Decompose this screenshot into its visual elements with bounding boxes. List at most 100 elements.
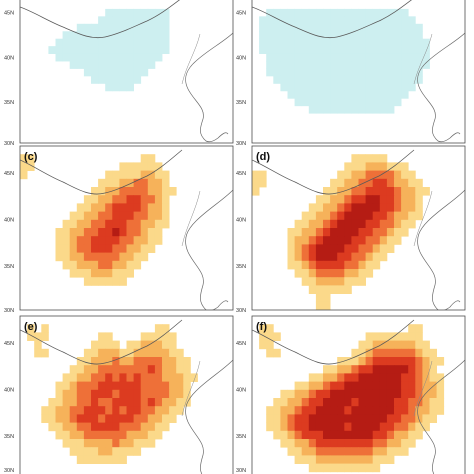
field-cell [315,269,324,278]
field-cell [408,373,416,382]
field-cell [358,90,366,99]
field-cell [372,211,381,221]
field-cell [323,211,331,221]
field-cell [83,398,92,407]
field-cell [330,8,338,17]
field-cell [147,332,156,341]
field-cell [315,211,324,221]
panel-label-d: (d) [256,151,270,163]
field-cell [344,38,352,47]
field-cell [287,244,295,253]
field-cell [337,430,345,440]
field-cell [323,455,331,464]
field-cell [34,340,42,350]
field-cell [330,178,338,188]
field-cell [112,16,120,25]
field-cell [358,16,366,25]
field-cell [98,75,106,84]
field-cell [323,389,331,399]
field-cell [259,332,267,341]
field-cell [344,8,352,17]
field-cell [394,348,402,358]
coastline-c [185,189,233,310]
field-cell [365,439,374,448]
field-cell [91,414,99,423]
field-cell [323,430,331,440]
field-cell [83,236,92,245]
field-cell [55,228,63,237]
field-cell [351,219,359,229]
field-cell [351,389,359,399]
field-cell [154,236,163,245]
field-cell [105,348,113,358]
field-cell [62,414,71,423]
field-cell [372,61,381,69]
field-cell [252,187,260,196]
field-cell [48,422,56,432]
field-cell [126,236,134,245]
field-cell [372,46,381,54]
field-cell [259,178,267,188]
field-cell [344,244,352,253]
field-cell [162,38,170,47]
field-cell [365,430,374,440]
field-cell [365,8,374,17]
field-cell [422,38,430,47]
field-cell [337,269,345,278]
field-cell [98,16,106,25]
field-cell [133,252,142,262]
field-cell [294,236,303,245]
field-cell [62,53,71,62]
field-cell [344,195,352,204]
field-cell [301,46,310,54]
field-grid-a [48,8,170,92]
field-cell [112,46,120,54]
field-cell [330,389,338,399]
field-cell [379,178,388,188]
field-cell [20,154,28,163]
field-cell [408,31,416,40]
field-cell [344,170,352,180]
field-cell [48,398,56,407]
field-cell [372,422,381,432]
field-cell [154,23,163,32]
field-cell [83,228,92,237]
field-cell [308,53,317,62]
lat-tick-label: 30N [4,141,14,147]
field-cell [112,447,120,456]
field-cell [76,389,85,399]
field-cell [98,23,106,32]
field-cell [394,162,402,171]
field-cell [379,252,388,262]
field-cell [119,162,127,171]
field-cell [105,260,113,270]
field-cell [337,90,345,99]
field-cell [105,389,113,399]
field-cell [394,357,402,366]
field-cell [154,162,163,171]
field-cell [323,195,331,204]
field-cell [119,252,127,262]
field-cell [365,406,374,415]
field-cell [154,219,163,229]
field-cell [273,61,281,69]
field-cell [344,357,352,366]
field-cell [365,365,374,374]
field-cell [287,398,295,407]
field-cell [126,381,134,391]
field-cell [294,447,303,456]
field-cell [112,8,120,17]
field-cell [301,381,310,391]
lat-tick-label: 40N [4,218,14,224]
field-cell [394,228,402,237]
field-cell [344,260,352,270]
field-cell [372,357,381,366]
field-cell [337,455,345,464]
field-cell [401,23,409,32]
field-cell [98,31,106,40]
field-cell [372,228,381,237]
field-cell [401,38,409,47]
field-cell [323,365,331,374]
field-cell [119,68,127,77]
field-cell [372,31,381,40]
